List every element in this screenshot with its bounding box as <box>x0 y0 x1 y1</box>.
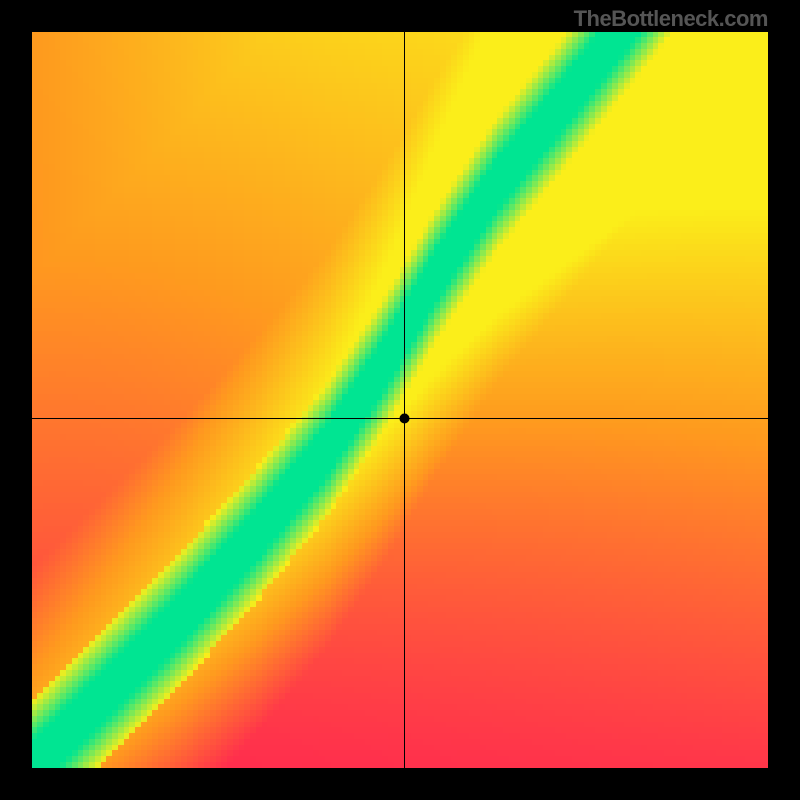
attribution-label: TheBottleneck.com <box>574 6 768 32</box>
chart-container: TheBottleneck.com <box>0 0 800 800</box>
heatmap-plot <box>32 32 768 768</box>
